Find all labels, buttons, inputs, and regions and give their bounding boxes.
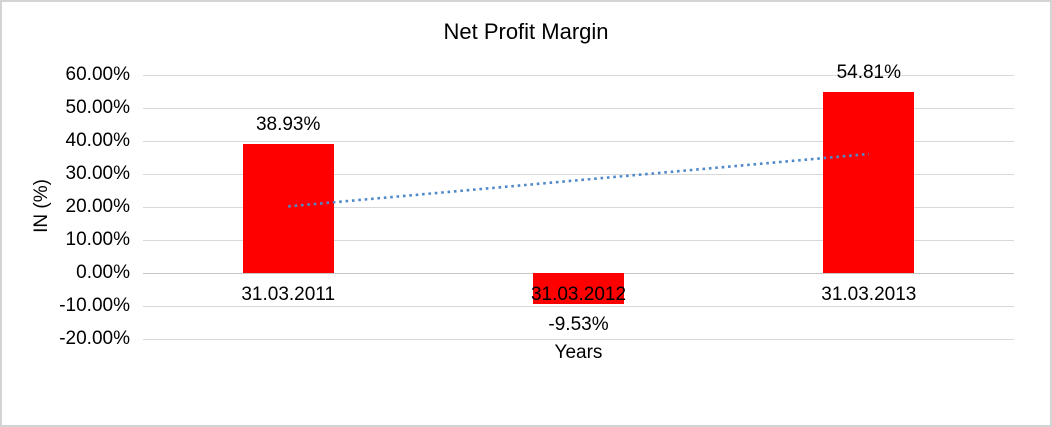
trendline-dotted-segment: [288, 152, 869, 208]
x-category-label: 31.03.2013: [821, 283, 917, 305]
y-tick-label: 10.00%: [65, 228, 130, 250]
chart-title: Net Profit Margin: [443, 19, 609, 44]
y-tick-label: 0.00%: [76, 261, 130, 283]
data-label: 38.93%: [255, 114, 321, 136]
y-tick-label: -20.00%: [59, 327, 130, 349]
bar: [242, 144, 334, 273]
data-label: 54.81%: [836, 61, 902, 83]
bar: [823, 91, 915, 273]
x-category-label: 31.03.2012: [530, 283, 627, 305]
gridline: [143, 74, 1014, 76]
gridline: [143, 239, 1014, 241]
y-tick-label: 20.00%: [65, 195, 130, 217]
y-tick-label: 50.00%: [65, 96, 130, 118]
gridline: [143, 305, 1014, 307]
x-axis-title: Years: [554, 342, 603, 363]
y-tick-label: 30.00%: [65, 162, 130, 184]
gridline: [143, 107, 1014, 109]
gridline: [143, 140, 1014, 142]
y-tick-label: 60.00%: [65, 63, 130, 85]
bar: [533, 272, 624, 305]
y-axis-title: IN (%): [31, 179, 52, 233]
gridline: [143, 338, 1014, 340]
y-tick-label: 40.00%: [65, 129, 130, 151]
x-category-label: 31.03.2011: [241, 283, 336, 305]
y-tick-label: -10.00%: [59, 294, 130, 316]
data-label: -9.53%: [548, 314, 609, 336]
